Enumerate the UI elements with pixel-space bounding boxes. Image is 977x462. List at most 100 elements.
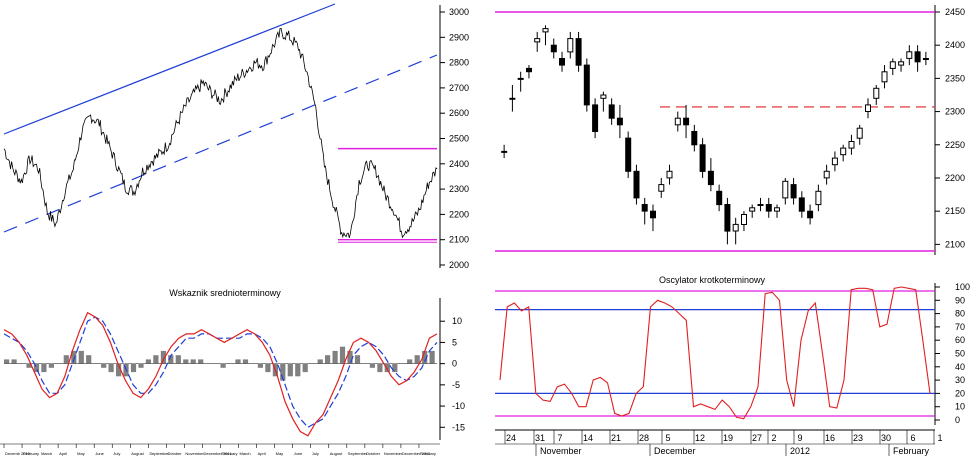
medium-histogram-bar: [257, 363, 263, 368]
medium-histogram-bar: [317, 359, 323, 364]
medium-histogram-bar: [332, 350, 338, 364]
medium-indicator-title: Wskaznik srednioterminowy: [169, 288, 281, 298]
candle-body: [575, 38, 582, 66]
candle-body: [840, 147, 847, 156]
candle-body: [650, 210, 656, 219]
x-month-label: May: [276, 451, 284, 456]
medium-histogram-bar: [138, 363, 144, 368]
osc-y-tick-label: 50: [955, 349, 965, 359]
candle-body: [534, 38, 541, 43]
osc-x-day-label: 27: [752, 433, 762, 443]
x-month-label: September: [348, 451, 368, 456]
medium-blue-line: [3, 316, 438, 429]
candle-body: [625, 137, 632, 172]
candle-body: [691, 131, 698, 146]
osc-x-day-label: 9: [797, 433, 802, 443]
medium-y-tick-label: -5: [452, 380, 460, 390]
long-y-tick-label: 2500: [449, 134, 469, 144]
medium-histogram-bar: [422, 350, 428, 364]
candle-body: [749, 207, 756, 212]
long-y-tick-label: 2900: [449, 32, 469, 42]
medium-histogram-bar: [71, 350, 77, 364]
osc-y-tick-label: 70: [955, 322, 965, 332]
medium-histogram-bar: [130, 363, 137, 373]
candle-body: [526, 67, 532, 73]
candle-body: [716, 190, 723, 206]
candle-body: [600, 94, 607, 99]
candle-body: [831, 157, 838, 166]
medium-histogram-bar: [325, 355, 331, 364]
osc-y-tick-label: 100: [955, 282, 970, 292]
medium-histogram-bar: [153, 355, 159, 364]
candle-body: [873, 87, 880, 99]
medium-histogram-bar: [407, 359, 413, 364]
medium-y-tick-label: 5: [452, 337, 457, 347]
candle-body: [542, 28, 549, 33]
medium-histogram-bar: [369, 363, 375, 368]
medium-histogram-bar: [33, 363, 40, 373]
long-y-tick-label: 2200: [449, 209, 469, 219]
osc-x-day-label: 12: [695, 433, 705, 443]
long-y-tick-label: 2300: [449, 184, 469, 194]
osc-y-tick-label: 0: [955, 415, 960, 425]
candle-body: [550, 44, 557, 53]
x-month-label: September: [149, 451, 169, 456]
medium-histogram-bar: [160, 350, 166, 364]
candle-body: [501, 150, 508, 153]
medium-histogram-bar: [168, 355, 174, 364]
x-month-label: December 2012: [402, 451, 431, 456]
short-y-tick-label: 2250: [945, 140, 965, 150]
medium-histogram-bar: [287, 363, 293, 377]
candle-body: [583, 64, 590, 106]
candle-body: [608, 104, 615, 119]
osc-x-day-label: 28: [639, 433, 649, 443]
long-price-line: [3, 27, 438, 239]
x-month-label: August: [330, 451, 343, 456]
x-month-label: June: [95, 451, 104, 456]
candle-body: [898, 61, 905, 66]
long-trend-upper: [3, 3, 336, 135]
medium-histogram-bar: [414, 355, 420, 364]
osc-x-day-label: 16: [825, 433, 835, 443]
x-month-label: March: [240, 451, 251, 456]
candle-body: [517, 77, 524, 80]
x-month-label: November: [185, 451, 204, 456]
candle-body: [674, 117, 681, 126]
short-y-tick-label: 2150: [945, 206, 965, 216]
x-month-label: April: [59, 451, 67, 456]
candle-body: [889, 61, 896, 69]
x-month-label: February: [23, 451, 39, 456]
x-month-label: May: [77, 451, 85, 456]
x-month-label: December 2011: [203, 451, 232, 456]
medium-red-line: [3, 311, 438, 437]
osc-y-tick-label: 20: [955, 388, 965, 398]
candle-body: [798, 197, 805, 212]
short-y-tick-label: 2400: [945, 40, 965, 50]
medium-y-tick-label: 10: [452, 316, 462, 326]
candle-body: [807, 210, 814, 219]
x-month-label: July: [113, 451, 120, 456]
osc-month-label: December: [654, 446, 696, 456]
medium-histogram-bar: [377, 363, 383, 373]
medium-histogram-bar: [175, 355, 181, 364]
x-month-label: October: [167, 451, 182, 456]
candle-body: [641, 204, 648, 212]
long-y-tick-label: 3000: [449, 7, 469, 17]
osc-y-tick-label: 60: [955, 335, 965, 345]
candle-body: [757, 204, 764, 206]
candle-body: [616, 117, 623, 126]
medium-histogram-bar: [145, 359, 151, 364]
medium-histogram-bar: [63, 355, 69, 364]
osc-y-tick-label: 40: [955, 362, 965, 372]
medium-histogram-bar: [4, 359, 10, 364]
candle-body: [683, 117, 690, 126]
medium-histogram-bar: [26, 363, 32, 368]
candle-body: [906, 51, 913, 59]
medium-histogram-bar: [384, 363, 390, 373]
medium-histogram-bar: [183, 359, 189, 364]
candle-body: [790, 184, 797, 199]
osc-x-day-label: 30: [881, 433, 891, 443]
